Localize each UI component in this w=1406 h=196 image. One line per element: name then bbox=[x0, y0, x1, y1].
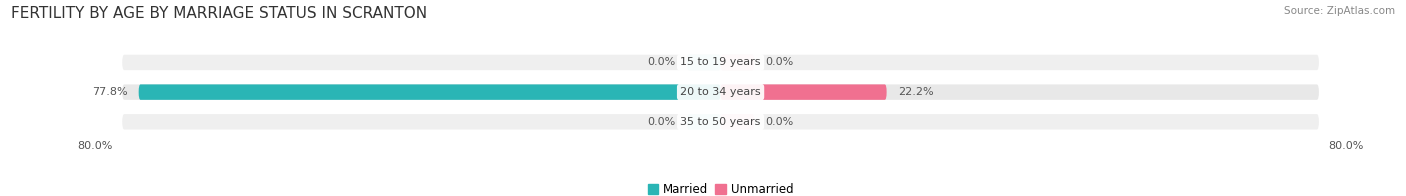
FancyBboxPatch shape bbox=[122, 114, 1319, 130]
FancyBboxPatch shape bbox=[139, 84, 721, 100]
Text: 77.8%: 77.8% bbox=[91, 87, 128, 97]
Text: 20 to 34 years: 20 to 34 years bbox=[681, 87, 761, 97]
Text: 22.2%: 22.2% bbox=[898, 87, 934, 97]
FancyBboxPatch shape bbox=[688, 55, 721, 70]
Text: 80.0%: 80.0% bbox=[77, 141, 112, 151]
Text: Source: ZipAtlas.com: Source: ZipAtlas.com bbox=[1284, 6, 1395, 16]
Text: 15 to 19 years: 15 to 19 years bbox=[681, 57, 761, 67]
FancyBboxPatch shape bbox=[721, 84, 887, 100]
FancyBboxPatch shape bbox=[122, 55, 1319, 70]
Text: FERTILITY BY AGE BY MARRIAGE STATUS IN SCRANTON: FERTILITY BY AGE BY MARRIAGE STATUS IN S… bbox=[11, 6, 427, 21]
Legend: Married, Unmarried: Married, Unmarried bbox=[648, 183, 793, 196]
Text: 80.0%: 80.0% bbox=[1329, 141, 1364, 151]
FancyBboxPatch shape bbox=[721, 114, 754, 130]
Text: 0.0%: 0.0% bbox=[765, 57, 794, 67]
FancyBboxPatch shape bbox=[122, 84, 1319, 100]
FancyBboxPatch shape bbox=[721, 55, 754, 70]
FancyBboxPatch shape bbox=[688, 114, 721, 130]
Text: 0.0%: 0.0% bbox=[647, 57, 676, 67]
Text: 0.0%: 0.0% bbox=[765, 117, 794, 127]
Text: 0.0%: 0.0% bbox=[647, 117, 676, 127]
Text: 35 to 50 years: 35 to 50 years bbox=[681, 117, 761, 127]
